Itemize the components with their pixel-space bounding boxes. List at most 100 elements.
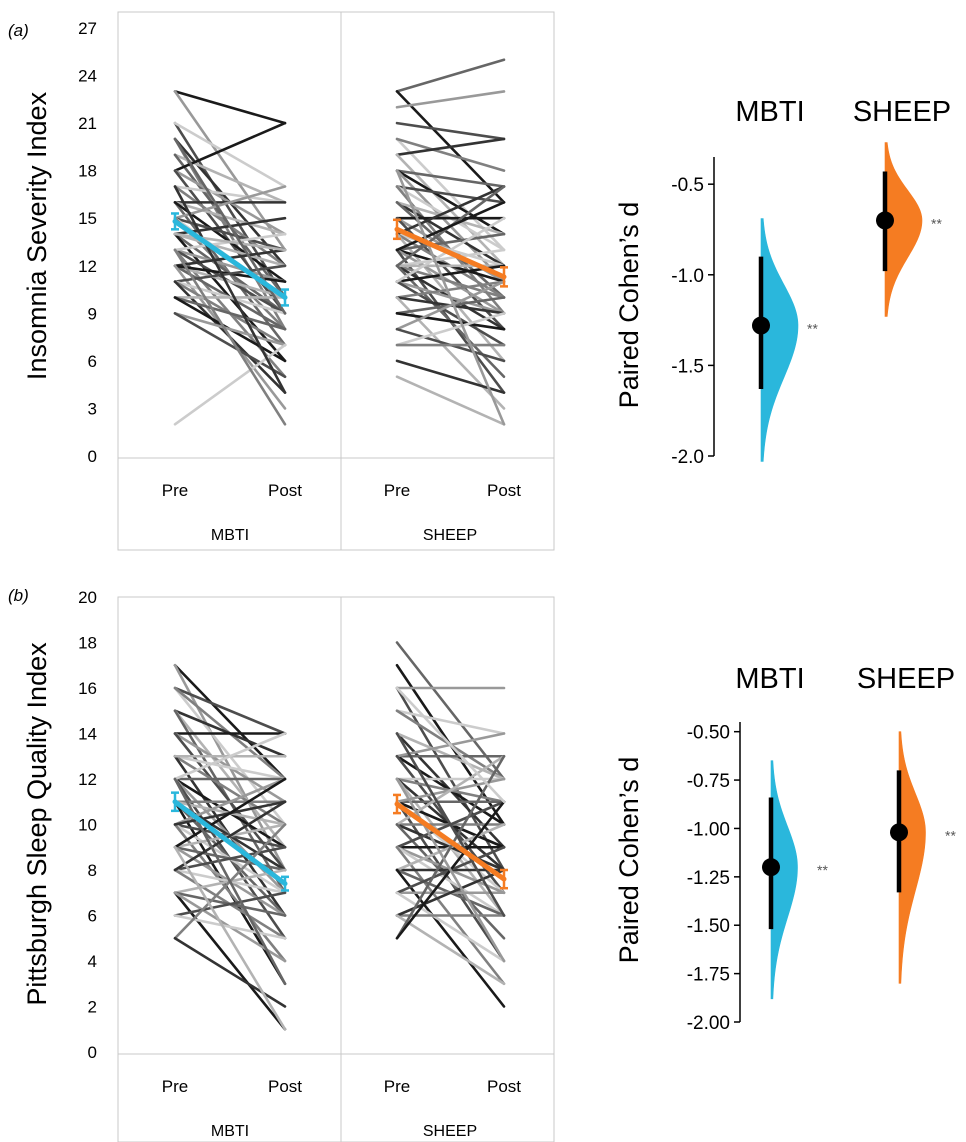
panel-a-effect-tick-label: -0.5: [671, 175, 704, 196]
panel-b-mbti-subject-line: [173, 800, 287, 872]
panel-b-effect-y-ticks: -0.50 -0.75 -1.00 -1.25 -1.50 -1.75 -2.00: [687, 723, 740, 1034]
panel-a-category-box: [117, 457, 555, 551]
panel-a-sheep-subject-line: [395, 232, 506, 252]
panel-b-tag: (b): [8, 586, 29, 605]
panel-b-effect-y-label: Paired Cohen’s d: [614, 757, 644, 964]
panel-a-sheep-effect-point: [876, 211, 894, 230]
panel-b-effect-tick-label: -1.00: [687, 819, 730, 840]
panel-b-sheep-subject-line: [395, 686, 506, 804]
panel-a-effect-sheep-title: SHEEP: [853, 96, 951, 128]
panel-b-effect-tick-label: -1.25: [687, 868, 730, 889]
panel-a-ytick-label: 6: [88, 352, 97, 371]
panel-a-group-means: [171, 212, 508, 307]
panel-b-mbti-mean-line: [172, 799, 288, 887]
panel-b-ytick-label: 2: [88, 998, 97, 1017]
panel-a-mbti-effect-point: [752, 316, 770, 335]
panel-a-sheep-subject-line: [395, 248, 506, 268]
panel-a-effect-marks: ** **: [752, 142, 942, 462]
panel-a-sheep-subject-line: [395, 280, 506, 331]
panel-b-group-means: [171, 791, 508, 892]
panel-a-mbti-group-label: MBTI: [211, 527, 249, 544]
panel-a-ytick-label: 27: [78, 19, 97, 38]
panel-b-sheep-subject-line: [395, 914, 506, 986]
panel-b-mbti-group-label: MBTI: [211, 1123, 249, 1140]
panel-a-mbti-subject-line: [173, 312, 287, 347]
panel-a-sheep-subject-line: [395, 121, 506, 141]
panel-b-mbti-effect-point: [762, 858, 780, 877]
panel-a-ytick-label: 18: [78, 162, 97, 181]
panel-a-tag: (a): [8, 21, 29, 40]
panel-a-sheep-subject-line: [395, 58, 506, 93]
panel-a-effect-mbti-title: MBTI: [735, 96, 804, 128]
panel-b-y-label: Pittsburgh Sleep Quality Index: [22, 642, 52, 1006]
panel-b-mbti-subject-line: [173, 686, 287, 735]
panel-a-mbti-subject-line: [173, 232, 287, 268]
panel-a-mbti-subject-line: [173, 264, 287, 299]
panel-b-sheep-subject-line: [395, 732, 506, 917]
panel-b-mbti-subject-line: [173, 845, 287, 872]
panel-b-sheep-significance: **: [945, 827, 956, 843]
panel-a-mbti-subject-line: [173, 343, 287, 426]
panel-a-effect-tick-label: -1.5: [671, 356, 704, 377]
panel-b-ytick-label: 10: [78, 816, 97, 835]
panel-b-sheep-subject-line: [395, 754, 506, 826]
panel-a-sheep-subject-line: [395, 90, 506, 109]
panel-b-ytick-label: 6: [88, 907, 97, 926]
panel-b-mbti-subject-line: [173, 891, 287, 1031]
panel-a-sheep-subject-line: [395, 137, 506, 172]
panel-b-mbti-subject-line: [173, 754, 287, 781]
panel-b-sheep-subject-line: [395, 709, 506, 735]
panel-a-sheep-subject-line: [395, 375, 506, 426]
panel-b-ytick-label: 8: [88, 861, 97, 880]
panel-b-sheep-post-label: Post: [487, 1077, 521, 1096]
panel-b-effect-tick-label: -0.75: [687, 771, 730, 792]
panel-a-ytick-label: 3: [88, 399, 97, 418]
panel-a-ytick-label: 9: [88, 304, 97, 323]
panel-a-ytick-label: 24: [78, 67, 97, 86]
panel-a: (a) 0 3 6 9 12 15 18 21 24 27 Insomnia Severity I…: [8, 11, 951, 551]
panel-a-sheep-group-label: SHEEP: [423, 527, 477, 544]
panel-b-mbti-distribution: [770, 760, 798, 1000]
panel-b-slope-chart: 0 2 4 6 8 10 12 14 16 18 20 Pittsburgh Sleep Quali…: [22, 588, 555, 1142]
panel-a-mbti-pre-label: Pre: [162, 481, 188, 500]
panel-a-sheep-subject-line: [395, 280, 506, 299]
panel-a-mbti-distribution: [760, 218, 799, 462]
panel-b-mbti-subject-line: [173, 732, 287, 781]
panel-a-y-label: Insomnia Severity Index: [22, 91, 52, 380]
panel-b-sheep-subject-line: [395, 777, 506, 963]
panel-a-effect-tick-label: -1.0: [671, 266, 704, 287]
panel-a-sheep-subject-line: [395, 312, 506, 331]
panel-b-mbti-subject-line: [173, 845, 287, 1031]
panel-b-ytick-label: 4: [88, 952, 97, 971]
panel-a-mbti-subject-line: [173, 185, 287, 394]
panel-b-effect-tick-label: -1.50: [687, 916, 730, 937]
panel-b-ytick-label: 16: [78, 679, 97, 698]
panel-a-mbti-subject-line: [173, 185, 287, 220]
panel-b-mbti-post-label: Post: [268, 1077, 302, 1096]
panel-a-sheep-subject-line: [395, 137, 506, 157]
panel-b-effect-sheep-title: SHEEP: [857, 663, 955, 695]
panel-a-sheep-subject-line: [395, 169, 506, 426]
panel-a-sheep-subject-line: [395, 359, 506, 394]
panel-b-sheep-subject-line: [395, 891, 506, 963]
panel-a-effect-tick-label: -2.0: [671, 447, 704, 468]
panel-a-sheep-distribution: [884, 142, 923, 317]
panel-a-mbti-subject-line: [173, 248, 287, 283]
panel-b-effect-mbti-title: MBTI: [735, 663, 804, 695]
panel-a-sheep-subject-line: [395, 280, 506, 347]
panel-a-mbti-subject-line: [173, 90, 287, 125]
panel-a-mbti-subject-line: [173, 185, 287, 204]
panel-a-sheep-post-label: Post: [487, 481, 521, 500]
panel-b-ytick-label: 12: [78, 770, 97, 789]
panel-a-sheep-pre-label: Pre: [384, 481, 410, 500]
panel-a-mbti-subject-line: [173, 248, 287, 426]
panel-b-mbti-subject-line: [173, 823, 287, 963]
panel-a-mbti-subject-line: [173, 121, 287, 172]
panel-b-effect-tick-label: -0.50: [687, 723, 730, 744]
panel-b-sheep-distribution: [898, 731, 926, 984]
panel-b-sheep-effect-point: [890, 823, 908, 842]
panel-b-sheep-pre-label: Pre: [384, 1077, 410, 1096]
panel-b-effect-tick-label: -1.75: [687, 965, 730, 986]
panel-a-slope-chart: 0 3 6 9 12 15 18 21 24 27 Insomnia Severity Index…: [22, 11, 555, 551]
